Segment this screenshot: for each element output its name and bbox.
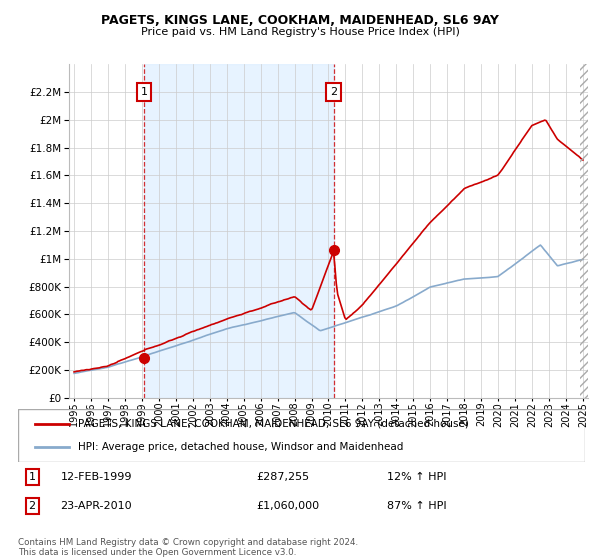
Text: 23-APR-2010: 23-APR-2010 [61, 501, 132, 511]
Text: £1,060,000: £1,060,000 [256, 501, 319, 511]
Text: PAGETS, KINGS LANE, COOKHAM, MAIDENHEAD, SL6 9AY (detached house): PAGETS, KINGS LANE, COOKHAM, MAIDENHEAD,… [77, 419, 469, 429]
Text: Price paid vs. HM Land Registry's House Price Index (HPI): Price paid vs. HM Land Registry's House … [140, 27, 460, 37]
Bar [580, 64, 592, 398]
Text: PAGETS, KINGS LANE, COOKHAM, MAIDENHEAD, SL6 9AY: PAGETS, KINGS LANE, COOKHAM, MAIDENHEAD,… [101, 14, 499, 27]
Text: 12-FEB-1999: 12-FEB-1999 [61, 472, 132, 482]
Text: 1: 1 [140, 87, 148, 97]
Text: HPI: Average price, detached house, Windsor and Maidenhead: HPI: Average price, detached house, Wind… [77, 442, 403, 452]
Text: 2: 2 [330, 87, 337, 97]
Text: 2: 2 [29, 501, 36, 511]
Text: 87% ↑ HPI: 87% ↑ HPI [386, 501, 446, 511]
Text: 12% ↑ HPI: 12% ↑ HPI [386, 472, 446, 482]
Bar [144, 64, 334, 398]
Text: 1: 1 [29, 472, 35, 482]
Text: £287,255: £287,255 [256, 472, 309, 482]
Text: Contains HM Land Registry data © Crown copyright and database right 2024.
This d: Contains HM Land Registry data © Crown c… [18, 538, 358, 557]
